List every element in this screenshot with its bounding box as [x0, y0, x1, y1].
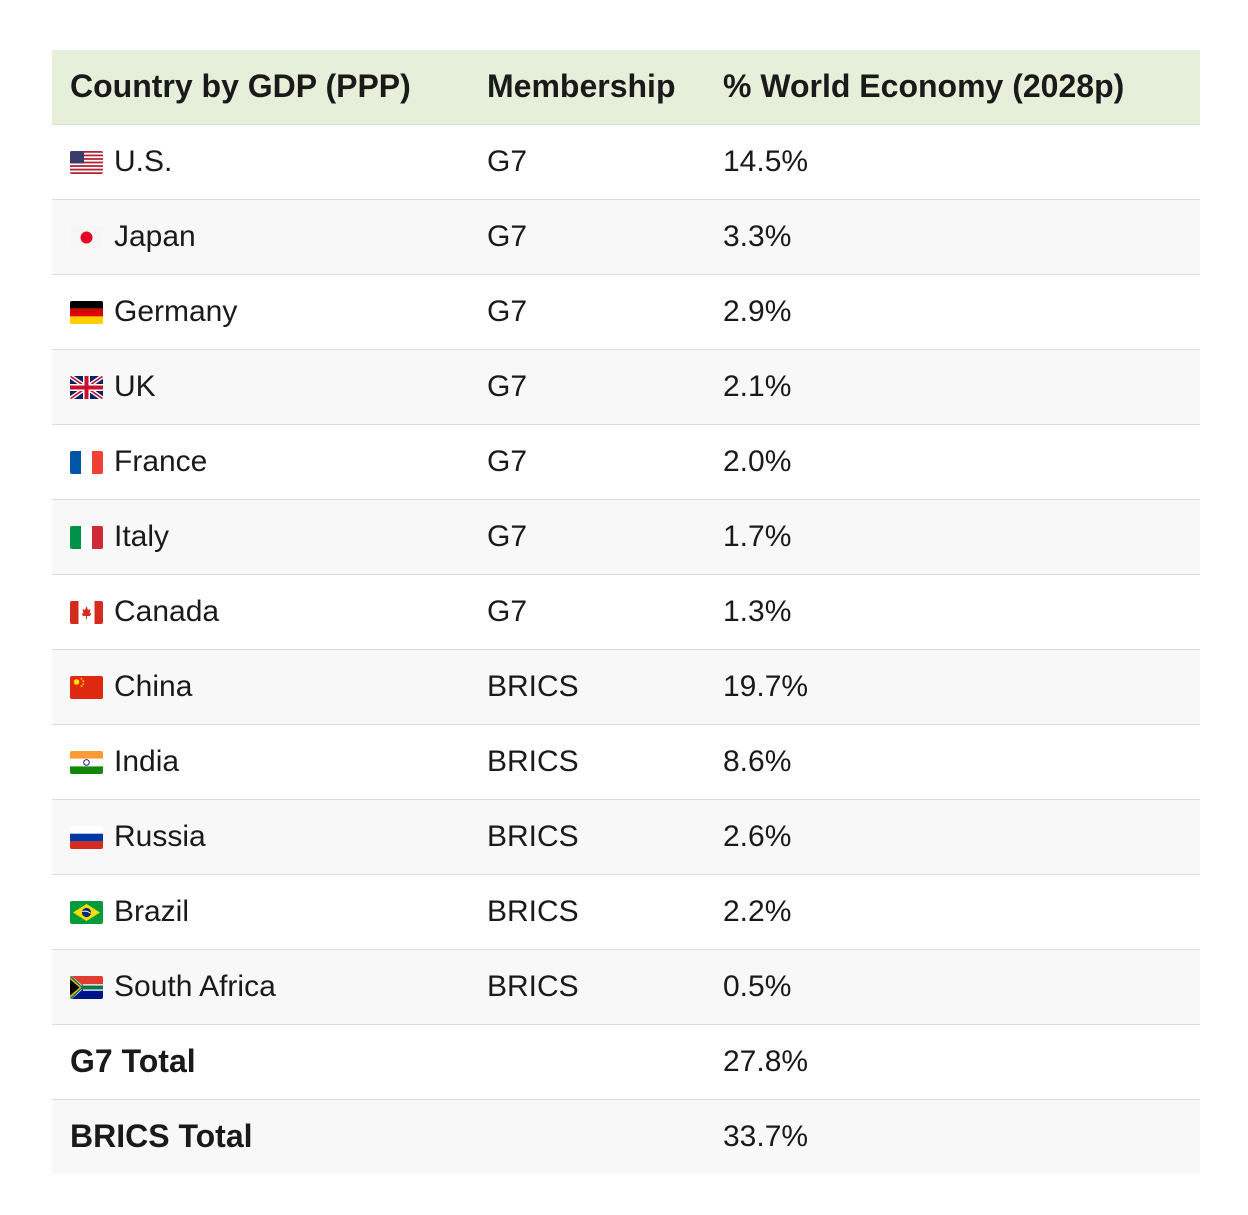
membership-cell: G7 [487, 594, 528, 628]
world-economy-share-cell: 2.6% [723, 819, 792, 853]
membership-cell: G7 [487, 444, 528, 478]
uk-flag-icon [70, 375, 103, 399]
gdp-table-container: Country by GDP (PPP) Membership % World … [52, 50, 1200, 1174]
country-name: Brazil [114, 894, 190, 928]
country-cell: Canada [52, 574, 469, 649]
world-economy-share-cell: 2.1% [723, 369, 792, 403]
france-flag-icon [70, 450, 103, 474]
table-row-italy: Italy G7 1.7% [52, 499, 1200, 574]
country-cell: China [52, 649, 469, 724]
table-row-china: China BRICS 19.7% [52, 649, 1200, 724]
membership-cell: BRICS [487, 819, 579, 853]
country-name: China [114, 669, 193, 703]
membership-cell: G7 [487, 519, 528, 553]
country-cell: Italy [52, 499, 469, 574]
membership-cell: BRICS [487, 744, 579, 778]
world-economy-share-cell: 8.6% [723, 744, 792, 778]
total-row-brics-total: BRICS Total 33.7% [52, 1099, 1200, 1174]
table-row-u-s: U.S. G7 14.5% [52, 124, 1200, 199]
total-membership-cell [469, 1024, 705, 1099]
world-economy-share-cell: 14.5% [723, 144, 809, 178]
world-economy-share-cell: 1.3% [723, 594, 792, 628]
total-label: BRICS Total [70, 1118, 253, 1155]
country-cell: Germany [52, 274, 469, 349]
world-economy-share-cell: 19.7% [723, 669, 809, 703]
russia-flag-icon [70, 825, 103, 849]
japan-flag-icon [70, 225, 103, 249]
country-cell: South Africa [52, 949, 469, 1024]
italy-flag-icon [70, 525, 103, 549]
membership-cell: G7 [487, 294, 528, 328]
brazil-flag-icon [70, 900, 103, 924]
table-header-row: Country by GDP (PPP) Membership % World … [52, 50, 1200, 125]
canada-flag-icon [70, 600, 103, 624]
membership-cell: G7 [487, 144, 528, 178]
total-share-cell: 27.8% [723, 1044, 809, 1078]
table-row-canada: Canada G7 1.3% [52, 574, 1200, 649]
membership-cell: BRICS [487, 669, 579, 703]
us-flag-icon [70, 150, 103, 174]
header-membership: Membership [469, 50, 705, 125]
table-row-france: France G7 2.0% [52, 424, 1200, 499]
table-row-russia: Russia BRICS 2.6% [52, 799, 1200, 874]
table-row-uk: UK G7 2.1% [52, 349, 1200, 424]
country-name: South Africa [114, 969, 276, 1003]
country-cell: India [52, 724, 469, 799]
gdp-table: Country by GDP (PPP) Membership % World … [52, 50, 1200, 1174]
membership-cell: G7 [487, 219, 528, 253]
country-name: Italy [114, 519, 170, 553]
china-flag-icon [70, 675, 103, 699]
membership-cell: BRICS [487, 894, 579, 928]
world-economy-share-cell: 2.9% [723, 294, 792, 328]
table-row-south-africa: South Africa BRICS 0.5% [52, 949, 1200, 1024]
header-world-economy-share: % World Economy (2028p) [705, 50, 1200, 125]
world-economy-share-cell: 0.5% [723, 969, 792, 1003]
total-row-g7-total: G7 Total 27.8% [52, 1024, 1200, 1099]
country-name: India [114, 744, 180, 778]
country-name: U.S. [114, 144, 173, 178]
country-cell: UK [52, 349, 469, 424]
country-cell: U.S. [52, 124, 469, 199]
country-name: Canada [114, 594, 220, 628]
world-economy-share-cell: 1.7% [723, 519, 792, 553]
total-share-cell: 33.7% [723, 1119, 809, 1153]
country-cell: Japan [52, 199, 469, 274]
country-name: Germany [114, 294, 238, 328]
table-row-japan: Japan G7 3.3% [52, 199, 1200, 274]
country-name: Russia [114, 819, 206, 853]
country-name: France [114, 444, 208, 478]
total-membership-cell [469, 1099, 705, 1174]
country-name: UK [114, 369, 156, 403]
header-country: Country by GDP (PPP) [52, 50, 469, 125]
germany-flag-icon [70, 300, 103, 324]
table-row-brazil: Brazil BRICS 2.2% [52, 874, 1200, 949]
membership-cell: G7 [487, 369, 528, 403]
country-name: Japan [114, 219, 196, 253]
total-label: G7 Total [70, 1043, 196, 1079]
country-cell: Brazil [52, 874, 469, 949]
world-economy-share-cell: 2.0% [723, 444, 792, 478]
india-flag-icon [70, 750, 103, 774]
country-cell: France [52, 424, 469, 499]
country-cell: Russia [52, 799, 469, 874]
table-row-germany: Germany G7 2.9% [52, 274, 1200, 349]
membership-cell: BRICS [487, 969, 579, 1003]
world-economy-share-cell: 2.2% [723, 894, 792, 928]
table-row-india: India BRICS 8.6% [52, 724, 1200, 799]
south-africa-flag-icon [70, 975, 103, 999]
world-economy-share-cell: 3.3% [723, 219, 792, 253]
